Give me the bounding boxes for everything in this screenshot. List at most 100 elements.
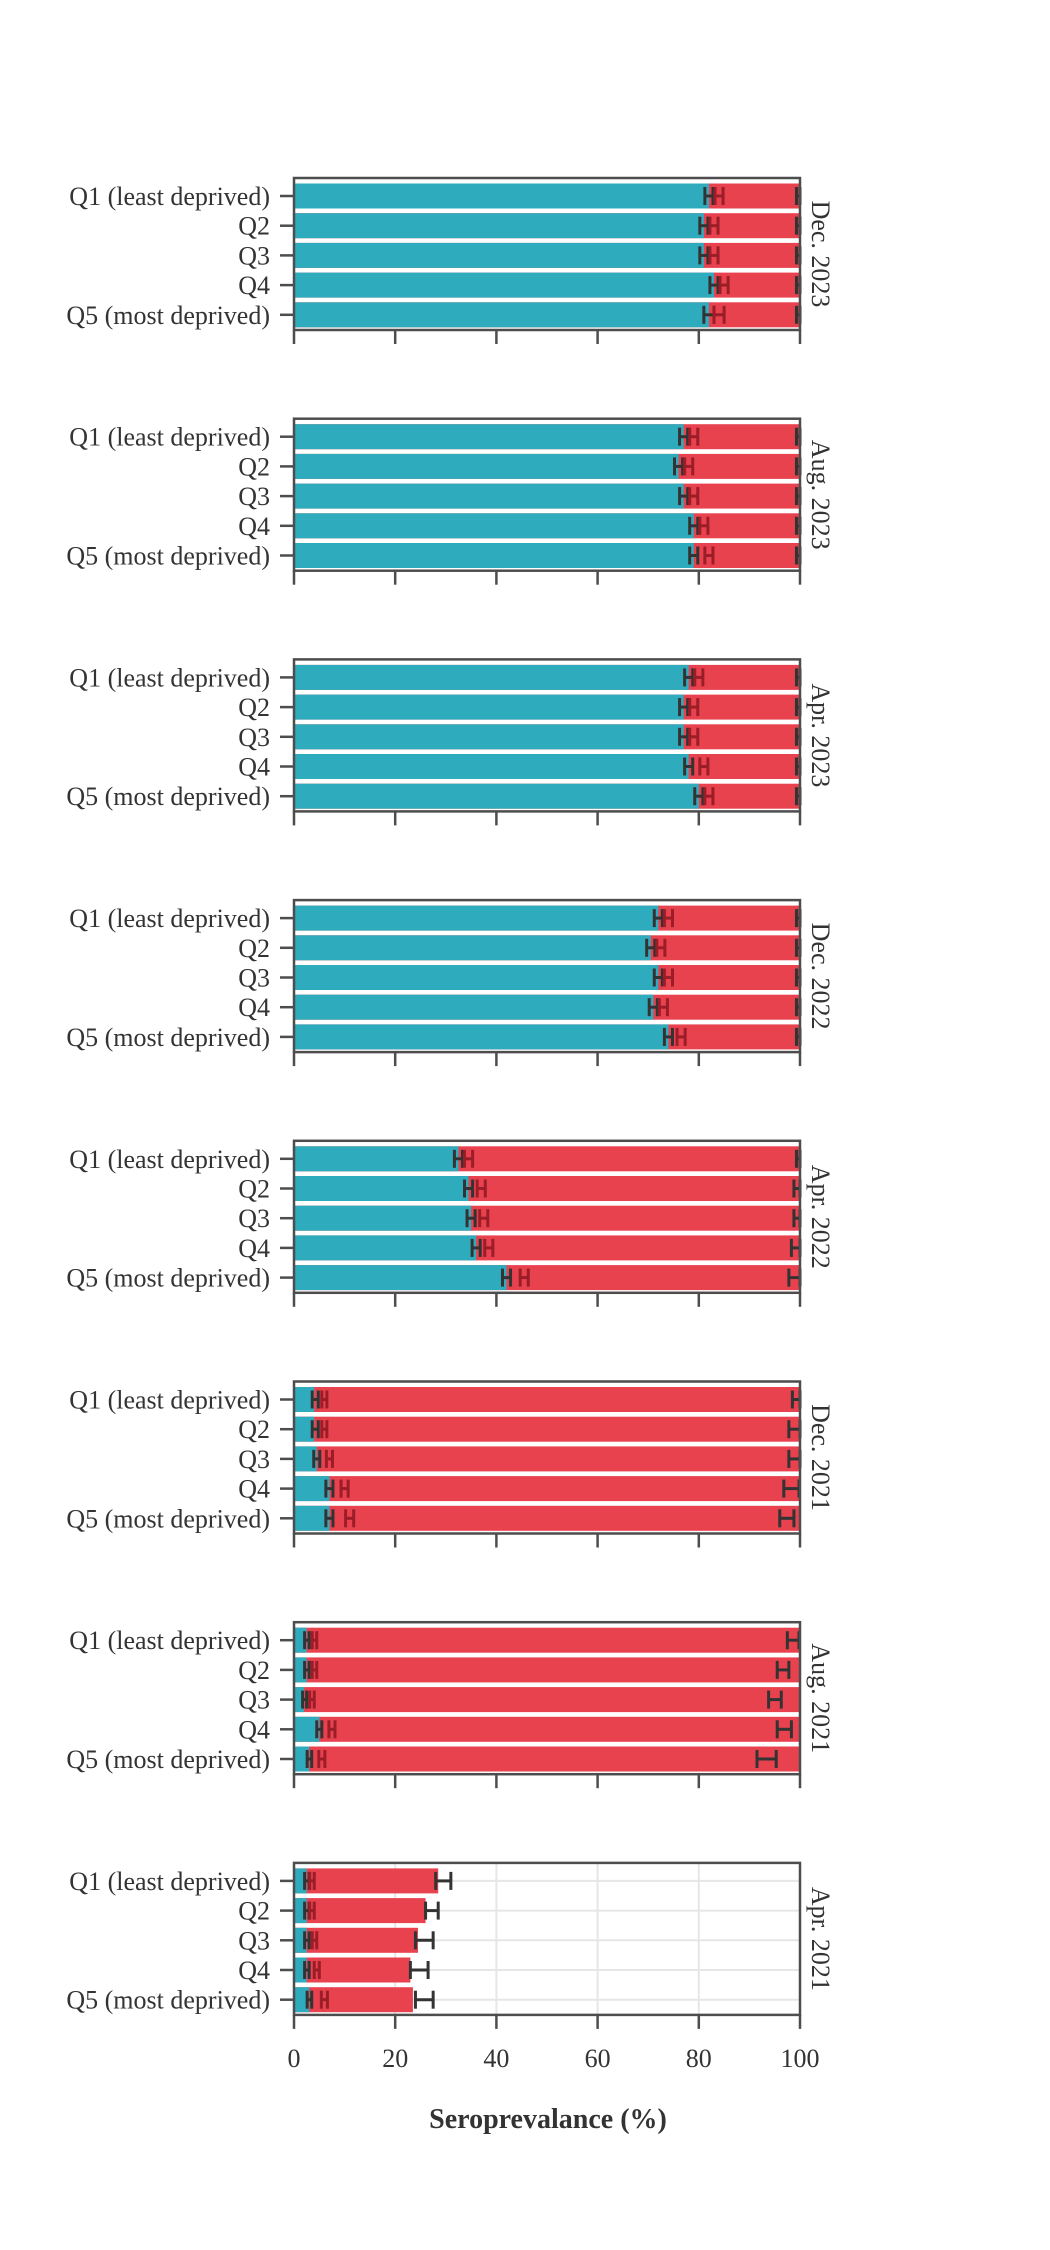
x-axis: 0 20 40 60 80 100: [288, 2044, 820, 2073]
category-label: Q4: [238, 753, 270, 782]
bar-segment-teal: [294, 453, 679, 479]
bar-segment-teal: [294, 1716, 320, 1742]
error-bar-total: [703, 546, 715, 565]
bar-segment-teal: [294, 1476, 330, 1502]
error-bar-total: [683, 457, 695, 476]
bar-row: [294, 1416, 802, 1442]
facet-label: Apr. 2021: [806, 1887, 835, 1991]
bar-segment-teal: [294, 1746, 310, 1772]
category-label: Q5 (most deprived): [66, 782, 270, 811]
error-bar-total: [308, 1901, 316, 1920]
bar-row: [294, 694, 802, 720]
category-label: Q1 (least deprived): [69, 1626, 270, 1655]
category-label: Q5 (most deprived): [66, 1745, 270, 1774]
error-bar-outer: [408, 1961, 430, 1979]
error-bar-total: [688, 727, 700, 746]
facet-label: Dec. 2023: [806, 201, 835, 308]
bar-segment-red: [294, 1868, 439, 1894]
bar-row: [294, 424, 802, 450]
error-bar-outer: [434, 1871, 453, 1890]
facet-label: Dec. 2022: [806, 923, 835, 1030]
error-bar-total: [675, 1027, 687, 1046]
error-bar-total: [320, 1390, 329, 1409]
bar-segment-red: [294, 1716, 800, 1742]
error-bar-total: [319, 1990, 329, 2009]
error-bar-total: [317, 1750, 327, 1768]
bar-row: [294, 1868, 453, 1894]
bar-row: [294, 724, 802, 750]
bar-row: [294, 1927, 435, 1953]
bar-row: [294, 1024, 802, 1050]
bar-segment-teal: [294, 543, 694, 568]
error-bar-total: [310, 1631, 319, 1650]
error-bar-total: [327, 1720, 337, 1739]
category-label: Q4: [238, 1475, 270, 1504]
bar-row: [294, 272, 802, 298]
bar-segment-red: [294, 1476, 800, 1502]
error-bar-outer: [413, 1931, 435, 1950]
error-bar-total: [693, 668, 705, 687]
x-axis-title: Seroprevalance (%): [429, 2104, 667, 2135]
error-bar-segment1: [310, 1390, 320, 1409]
error-bar-total: [483, 1238, 495, 1257]
error-bar-total: [703, 787, 715, 806]
category-label: Q2: [238, 212, 270, 241]
bar-row: [294, 1627, 801, 1653]
error-bar-segment1: [693, 787, 705, 806]
panel-frame: [292, 658, 802, 813]
panel-frame: [292, 176, 802, 332]
error-bar-segment1: [315, 1720, 324, 1739]
bar-segment-teal: [294, 1987, 310, 2013]
bar-segment-red: [294, 1416, 800, 1442]
facet-label: Apr. 2022: [806, 1165, 835, 1269]
bar-segment-teal: [294, 935, 651, 961]
bar-segment-teal: [294, 965, 659, 990]
error-bar-total: [339, 1479, 350, 1498]
bar-row: [294, 1505, 800, 1531]
category-label: Q4: [238, 512, 270, 541]
bar-segment-teal: [294, 242, 704, 268]
bar-segment-teal: [294, 754, 689, 779]
category-label: Q3: [238, 482, 270, 511]
error-bar-total: [708, 246, 720, 265]
category-label: Q3: [238, 723, 270, 752]
error-bar-segment1: [678, 698, 690, 717]
bar-segment-teal: [294, 483, 684, 509]
bar-row: [294, 1657, 800, 1683]
category-label: Q3: [238, 1445, 270, 1474]
bar-row: [294, 935, 802, 961]
category-label: Q2: [238, 452, 270, 481]
error-bar-total: [308, 1690, 316, 1709]
error-bar-segment1: [303, 1660, 311, 1679]
category-label: Q2: [238, 1415, 270, 1444]
category-label: Q4: [238, 1956, 270, 1985]
error-bar-segment1: [647, 998, 659, 1017]
bar-segment-teal: [294, 513, 694, 539]
category-label: Q2: [238, 1656, 270, 1685]
bar-row: [294, 1898, 440, 1924]
bar-segment-teal: [294, 1505, 330, 1531]
bar-row: [294, 483, 802, 509]
error-bar-segment1: [463, 1179, 475, 1198]
category-label: Q3: [238, 964, 270, 993]
bar-row: [294, 213, 802, 239]
bar-row: [294, 1265, 802, 1291]
category-label: Q3: [238, 1204, 270, 1233]
error-bar-segment1: [652, 968, 664, 987]
bar-row: [294, 513, 802, 539]
category-label: Q5 (most deprived): [66, 1504, 270, 1533]
error-bar-segment1: [688, 516, 700, 535]
bar-segment-teal: [294, 1687, 305, 1713]
bar-row: [294, 1235, 802, 1261]
panel-frame: [292, 1139, 802, 1295]
error-bar-total: [688, 427, 700, 446]
error-bar-segment1: [703, 187, 715, 205]
error-bar-segment1: [645, 938, 657, 957]
category-label: Q5 (most deprived): [66, 542, 270, 571]
facet-label: Apr. 2023: [806, 683, 835, 787]
bar-row: [294, 1687, 800, 1713]
